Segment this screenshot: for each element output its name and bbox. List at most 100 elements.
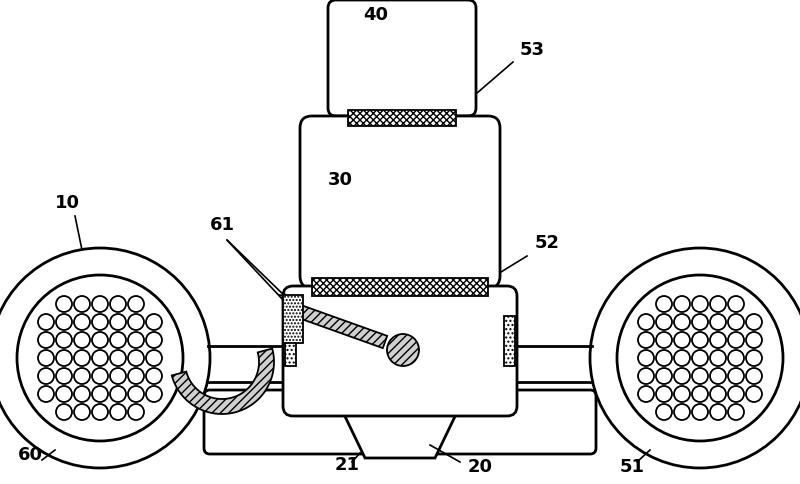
Circle shape <box>146 386 162 402</box>
Circle shape <box>710 404 726 420</box>
Circle shape <box>74 332 90 348</box>
Circle shape <box>674 368 690 384</box>
Circle shape <box>692 404 708 420</box>
Circle shape <box>710 332 726 348</box>
Circle shape <box>674 386 690 402</box>
Circle shape <box>110 296 126 312</box>
Circle shape <box>746 368 762 384</box>
Circle shape <box>746 314 762 330</box>
Circle shape <box>128 350 144 366</box>
Circle shape <box>0 248 210 468</box>
Polygon shape <box>172 348 274 414</box>
Bar <box>285 316 296 366</box>
Circle shape <box>38 332 54 348</box>
Circle shape <box>674 404 690 420</box>
Circle shape <box>146 368 162 384</box>
Bar <box>283 295 303 343</box>
Circle shape <box>674 314 690 330</box>
Circle shape <box>56 314 72 330</box>
Circle shape <box>638 350 654 366</box>
Circle shape <box>710 350 726 366</box>
Circle shape <box>638 332 654 348</box>
Circle shape <box>692 350 708 366</box>
Bar <box>312 278 488 296</box>
Text: 60: 60 <box>18 446 43 464</box>
Circle shape <box>656 332 672 348</box>
Polygon shape <box>288 302 387 348</box>
Circle shape <box>590 248 800 468</box>
Circle shape <box>56 350 72 366</box>
Circle shape <box>92 350 108 366</box>
Circle shape <box>74 350 90 366</box>
Circle shape <box>128 404 144 420</box>
Circle shape <box>387 334 419 366</box>
Circle shape <box>728 350 744 366</box>
Circle shape <box>56 296 72 312</box>
Circle shape <box>128 296 144 312</box>
Circle shape <box>56 386 72 402</box>
Circle shape <box>17 275 183 441</box>
Text: 61: 61 <box>210 216 235 234</box>
Circle shape <box>56 368 72 384</box>
Circle shape <box>56 332 72 348</box>
Circle shape <box>656 296 672 312</box>
Circle shape <box>638 368 654 384</box>
Circle shape <box>74 386 90 402</box>
Circle shape <box>92 296 108 312</box>
Circle shape <box>728 404 744 420</box>
Circle shape <box>38 368 54 384</box>
FancyBboxPatch shape <box>328 0 476 116</box>
Circle shape <box>692 314 708 330</box>
Circle shape <box>74 296 90 312</box>
Circle shape <box>692 386 708 402</box>
Circle shape <box>656 350 672 366</box>
Circle shape <box>710 368 726 384</box>
Circle shape <box>710 296 726 312</box>
Circle shape <box>110 404 126 420</box>
Circle shape <box>146 314 162 330</box>
Text: 30: 30 <box>328 171 353 189</box>
Circle shape <box>92 314 108 330</box>
FancyBboxPatch shape <box>204 390 596 454</box>
Circle shape <box>656 386 672 402</box>
Circle shape <box>710 314 726 330</box>
Circle shape <box>728 332 744 348</box>
Circle shape <box>110 350 126 366</box>
Circle shape <box>110 332 126 348</box>
Bar <box>504 316 515 366</box>
Circle shape <box>674 296 690 312</box>
Text: 40: 40 <box>363 6 388 24</box>
Circle shape <box>38 386 54 402</box>
Circle shape <box>74 404 90 420</box>
Circle shape <box>92 404 108 420</box>
Circle shape <box>74 368 90 384</box>
Circle shape <box>710 386 726 402</box>
Circle shape <box>692 332 708 348</box>
Circle shape <box>92 368 108 384</box>
Circle shape <box>728 314 744 330</box>
Circle shape <box>746 332 762 348</box>
Circle shape <box>92 386 108 402</box>
Circle shape <box>746 350 762 366</box>
Circle shape <box>617 275 783 441</box>
Circle shape <box>728 296 744 312</box>
Circle shape <box>638 314 654 330</box>
Text: 52: 52 <box>535 234 560 252</box>
Circle shape <box>110 386 126 402</box>
Circle shape <box>146 332 162 348</box>
Text: 53: 53 <box>520 41 545 59</box>
Circle shape <box>746 386 762 402</box>
Circle shape <box>692 368 708 384</box>
Circle shape <box>110 368 126 384</box>
Circle shape <box>692 296 708 312</box>
Circle shape <box>728 368 744 384</box>
Circle shape <box>128 386 144 402</box>
Circle shape <box>128 332 144 348</box>
Bar <box>348 110 456 126</box>
Circle shape <box>92 332 108 348</box>
Circle shape <box>656 404 672 420</box>
Circle shape <box>674 332 690 348</box>
FancyBboxPatch shape <box>283 286 517 416</box>
Circle shape <box>128 368 144 384</box>
Text: 20: 20 <box>468 458 493 476</box>
